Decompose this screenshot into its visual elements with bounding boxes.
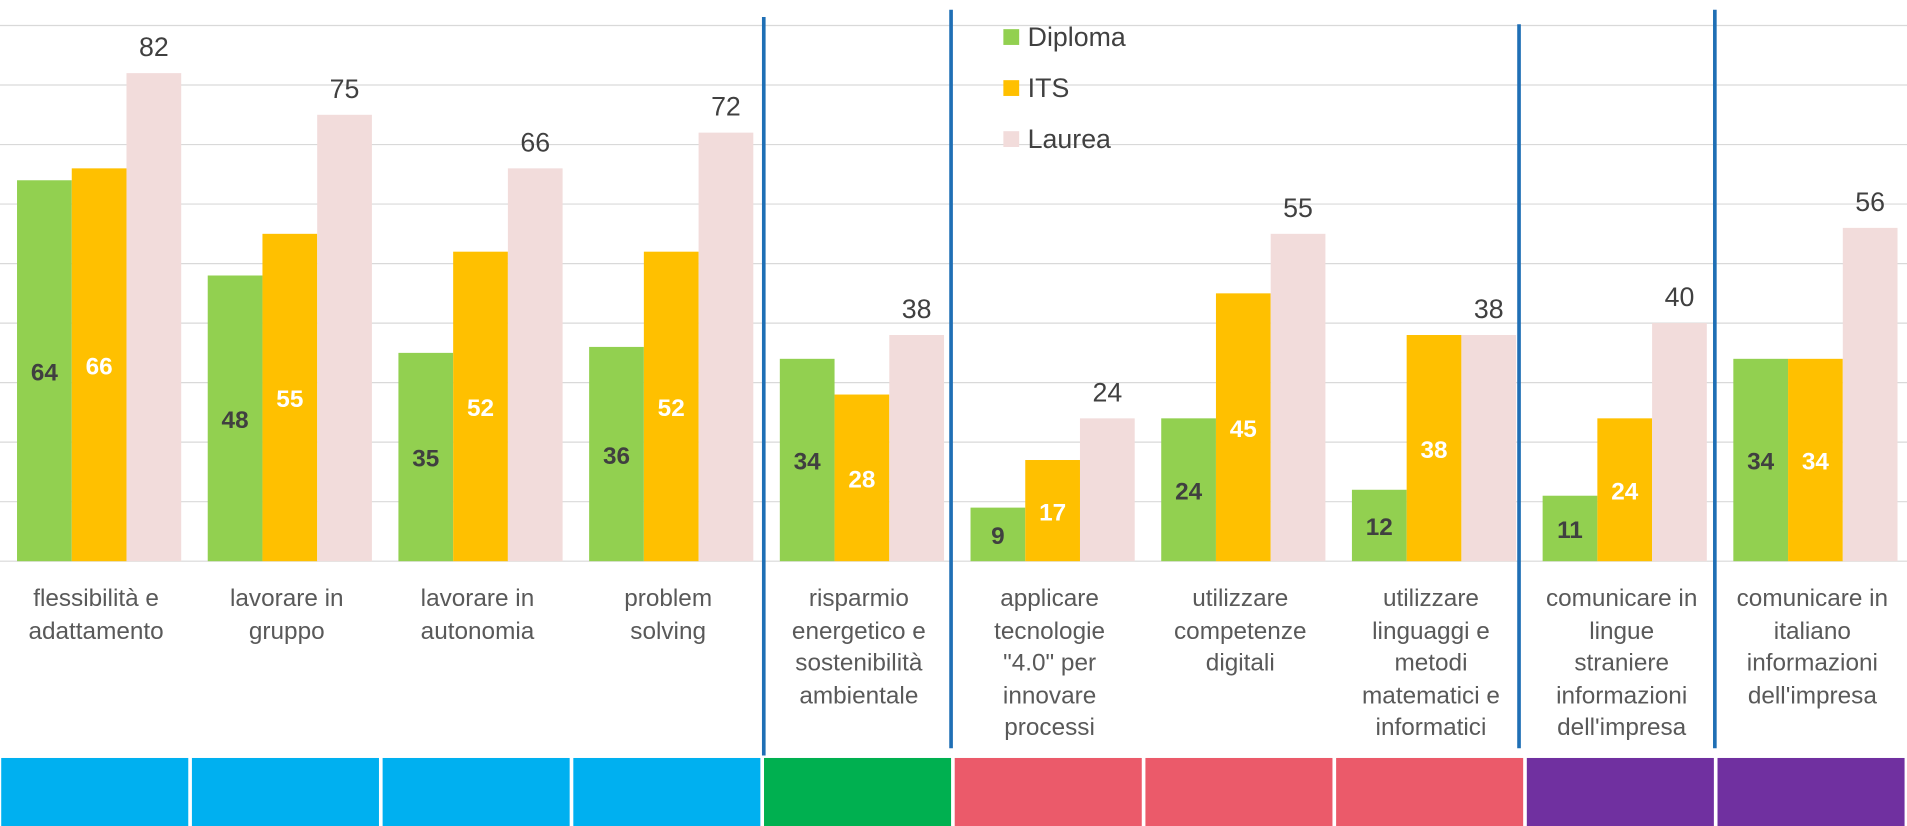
category-band <box>382 757 570 826</box>
value-label: 38 <box>1474 294 1504 324</box>
value-label: 75 <box>330 74 360 104</box>
bar <box>1215 293 1271 562</box>
value-label: 12 <box>1366 514 1393 541</box>
value-label: 11 <box>1557 517 1583 544</box>
value-label: 40 <box>1665 282 1695 312</box>
bar <box>1597 418 1653 562</box>
value-label: 66 <box>520 127 550 157</box>
bar <box>317 114 372 562</box>
value-label: 82 <box>139 32 169 62</box>
legend-label: Diploma <box>1028 22 1126 52</box>
bar <box>398 352 454 562</box>
bar <box>1161 418 1216 562</box>
value-label: 28 <box>848 467 875 494</box>
bar <box>126 73 182 562</box>
x-tick-label: comunicare in lingue straniere informazi… <box>1545 585 1698 741</box>
x-tick-label: comunicare in italiano informazioni dell… <box>1736 585 1889 709</box>
value-label: 24 <box>1611 478 1639 505</box>
value-label: 55 <box>1283 193 1313 223</box>
category-band <box>1145 757 1333 826</box>
category-band <box>573 757 761 826</box>
bar <box>1025 460 1080 562</box>
bar <box>1542 495 1598 562</box>
x-tick-label: risparmio energetico e sostenibilità amb… <box>791 585 926 709</box>
x-tick-label: utilizzare competenze digitali <box>1174 585 1307 677</box>
value-label: 24 <box>1175 478 1203 505</box>
value-label: 52 <box>658 395 685 422</box>
value-label: 17 <box>1039 499 1066 526</box>
bar <box>262 233 318 562</box>
category-band <box>1717 757 1905 826</box>
category-band <box>1 757 189 826</box>
value-label: 36 <box>603 443 630 470</box>
bar <box>453 251 508 562</box>
bar <box>1270 233 1326 562</box>
category-band <box>1336 757 1524 826</box>
x-tick-label: flessibilità e adattamento <box>28 585 164 645</box>
bar <box>207 275 263 562</box>
category-band <box>764 757 952 826</box>
bar <box>834 394 890 562</box>
category-band <box>954 757 1142 826</box>
legend-label: ITS <box>1028 73 1070 103</box>
bar <box>643 251 699 562</box>
value-label: 35 <box>412 446 439 473</box>
x-tick-label: utilizzare linguaggi e metodi matematici… <box>1362 585 1500 741</box>
value-label: 9 <box>991 523 1005 550</box>
value-label: 56 <box>1855 187 1885 217</box>
legend-swatch <box>1003 80 1020 96</box>
value-label: 34 <box>1802 449 1830 476</box>
bar <box>698 132 754 562</box>
value-label: 45 <box>1230 416 1257 443</box>
x-tick-label: lavorare in gruppo <box>229 585 344 645</box>
bar <box>1406 335 1462 562</box>
bar <box>71 168 127 562</box>
bar <box>1788 358 1843 562</box>
x-tick-label: problem solving <box>624 585 713 645</box>
value-label: 72 <box>711 92 741 122</box>
bar <box>1461 335 1517 562</box>
x-tick-label: lavorare in autonomia <box>420 585 535 645</box>
value-label: 52 <box>467 395 494 422</box>
bar <box>970 507 1026 562</box>
legend-swatch <box>1003 131 1020 147</box>
value-label: 66 <box>86 354 113 381</box>
legend-swatch <box>1003 29 1020 45</box>
bar <box>507 168 563 562</box>
value-label: 34 <box>794 449 822 476</box>
value-label: 24 <box>1092 377 1122 407</box>
bar <box>1842 227 1898 562</box>
value-label: 55 <box>276 386 303 413</box>
bar <box>1079 418 1135 562</box>
value-label: 38 <box>902 294 932 324</box>
bar <box>1733 358 1789 562</box>
value-label: 64 <box>31 359 59 386</box>
category-band <box>191 757 379 826</box>
bar <box>779 358 835 562</box>
x-tick-label: applicare tecnologie "4.0" per innovare … <box>994 585 1106 741</box>
bar <box>589 346 644 562</box>
bar <box>17 180 72 562</box>
bar <box>1351 489 1407 562</box>
bar <box>889 335 945 562</box>
value-label: 48 <box>222 407 249 434</box>
value-label: 34 <box>1747 449 1775 476</box>
bar <box>1652 323 1707 562</box>
legend-label: Laurea <box>1028 124 1111 154</box>
category-band <box>1526 757 1714 826</box>
value-label: 38 <box>1420 437 1447 464</box>
